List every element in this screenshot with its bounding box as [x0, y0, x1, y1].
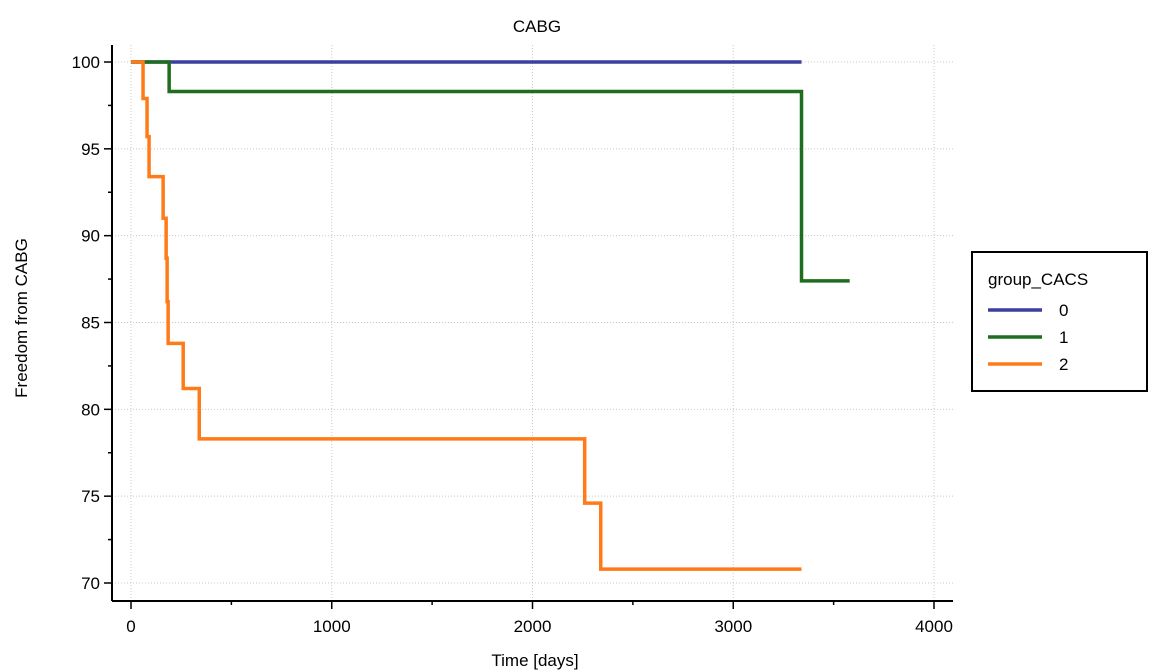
x-axis-label: Time [days] [491, 651, 578, 670]
y-tick-label: 75 [81, 487, 100, 506]
legend: group_CACS 0 1 2 [971, 251, 1148, 392]
grid [112, 45, 953, 601]
y-tick-label: 90 [81, 227, 100, 246]
legend-items: 0 1 2 [988, 301, 1068, 374]
series-group [131, 60, 850, 571]
y-tick-label: 95 [81, 140, 100, 159]
y-axis-label: Freedom from CABG [12, 238, 31, 398]
x-tick-label: 0 [126, 617, 135, 636]
y-tick-label: 80 [81, 400, 100, 419]
y-tick-label: 70 [81, 574, 100, 593]
x-tick-label: 2000 [514, 617, 552, 636]
series-line-2 [131, 60, 802, 571]
x-tick-label: 4000 [915, 617, 953, 636]
legend-label-2: 2 [1059, 355, 1068, 374]
x-tick-label: 1000 [313, 617, 351, 636]
legend-title: group_CACS [988, 270, 1088, 289]
legend-label-1: 1 [1059, 328, 1068, 347]
legend-label-0: 0 [1059, 301, 1068, 320]
legend-box [971, 251, 1148, 392]
series-line-1 [131, 60, 850, 283]
chart-title: CABG [513, 17, 561, 36]
y-tick-label: 85 [81, 314, 100, 333]
y-tick-label: 100 [72, 53, 100, 72]
x-tick-label: 3000 [714, 617, 752, 636]
